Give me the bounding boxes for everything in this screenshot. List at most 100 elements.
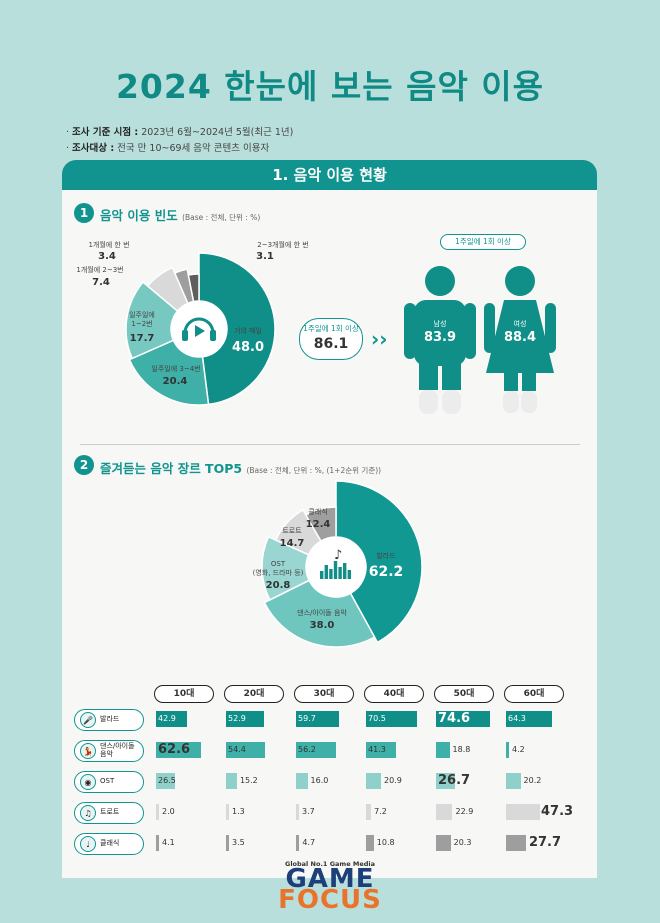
pie2-label-trot: 트로트 bbox=[282, 527, 302, 535]
table-bar bbox=[226, 742, 266, 758]
page-title: 2024 한눈에 보는 음악 이용 bbox=[115, 67, 545, 106]
table-bar bbox=[506, 711, 553, 727]
female-label: 여성 bbox=[513, 320, 527, 328]
gender-summary-badge: 1주일에 1회 이상 bbox=[440, 234, 526, 250]
table-value: 54.4 bbox=[228, 745, 246, 754]
table-value: 20.2 bbox=[523, 776, 542, 785]
column-header: 50대 bbox=[434, 685, 494, 703]
column-header: 60대 bbox=[504, 685, 564, 703]
table-bar bbox=[436, 804, 453, 820]
female-figure-icon bbox=[484, 266, 556, 413]
table-value: 18.8 bbox=[452, 745, 471, 754]
table-value: 16.0 bbox=[310, 776, 329, 785]
microphone-icon: 🎤 bbox=[80, 712, 96, 728]
survey-target: · 조사대상 : 전국 만 10~69세 음악 콘텐츠 이용자 bbox=[66, 143, 270, 154]
table-bar bbox=[156, 835, 159, 851]
table-value: 3.7 bbox=[302, 807, 315, 816]
table-bar bbox=[366, 773, 382, 789]
table-bar bbox=[156, 742, 202, 758]
pie1-value-1-2: 17.7 bbox=[129, 333, 155, 344]
table-value: 7.2 bbox=[374, 807, 387, 816]
ost-disc-icon: ◉ bbox=[80, 774, 96, 790]
pie2-label-ost: OST (영화, 드라마 등) bbox=[252, 560, 304, 577]
table-value: 10.8 bbox=[376, 838, 395, 847]
table-bar bbox=[156, 773, 176, 789]
table-bar bbox=[226, 804, 229, 820]
weekly-summary-value: 86.1 bbox=[313, 336, 349, 352]
pie1-value-2-3-month: 3.1 bbox=[256, 251, 274, 262]
pie1-value-month-2-3: 7.4 bbox=[92, 277, 110, 288]
pie1-label-month-1: 1개월에 한 번 bbox=[88, 241, 130, 249]
table-value: 56.2 bbox=[298, 745, 316, 754]
logo: Global No.1 Game Media GAME FOCUS bbox=[278, 860, 382, 915]
pie2-label-ballad: 발라드 bbox=[376, 552, 396, 560]
table-value: 4.2 bbox=[512, 745, 525, 754]
table-value: 4.7 bbox=[302, 838, 316, 847]
table-bar bbox=[436, 835, 451, 851]
table-bar bbox=[506, 742, 510, 758]
pie1-value-3-4: 20.4 bbox=[162, 376, 188, 387]
row-label: ◉ OST bbox=[74, 771, 144, 793]
table-value: 20.9 bbox=[384, 776, 402, 785]
table-bar bbox=[156, 804, 159, 820]
table-bar bbox=[366, 742, 396, 758]
section-1-title: 음악 이용 빈도 (Base : 전체, 단위 : %) bbox=[100, 208, 261, 223]
section-number-2: 2 bbox=[74, 455, 94, 475]
table-value: 2.0 bbox=[162, 807, 175, 816]
female-value: 88.4 bbox=[503, 330, 537, 345]
row-label-text: OST bbox=[100, 777, 115, 786]
table-bar bbox=[226, 773, 237, 789]
trot-singer-icon: ♫ bbox=[80, 805, 96, 821]
table-value: 20.3 bbox=[453, 838, 472, 847]
column-header: 20대 bbox=[224, 685, 284, 703]
dancer-icon: 💃 bbox=[80, 743, 96, 759]
table-bar bbox=[296, 835, 300, 851]
pie2-value-classic: 12.4 bbox=[305, 519, 331, 530]
column-header: 30대 bbox=[294, 685, 354, 703]
pie2-label-dance: 댄스/아이돌 음악 bbox=[297, 609, 347, 617]
table-bar bbox=[156, 711, 187, 727]
table-value: 74.6 bbox=[438, 711, 471, 726]
pie2-value-ost: 20.8 bbox=[265, 580, 291, 591]
table-bar bbox=[226, 711, 265, 727]
male-value: 83.9 bbox=[423, 330, 457, 345]
table-bar bbox=[296, 711, 339, 727]
pie1-label-1-2: 일주일에 1~2번 bbox=[129, 311, 155, 328]
weekly-summary-label: 1주일에 1회 이상 bbox=[303, 324, 359, 333]
pie2-value-dance: 38.0 bbox=[309, 620, 335, 631]
row-label-text: 발라드 bbox=[100, 715, 120, 724]
row-label: ♫ 트로트 bbox=[74, 802, 144, 824]
section-number-1: 1 bbox=[74, 203, 94, 223]
pie2-value-ballad: 62.2 bbox=[368, 564, 404, 580]
classic-icon: ♩ bbox=[80, 836, 96, 852]
table-value: 47.3 bbox=[541, 804, 574, 819]
pie2-slice-0 bbox=[335, 480, 423, 644]
table-bar bbox=[506, 835, 526, 851]
table-bar bbox=[226, 835, 229, 851]
table-value: 59.7 bbox=[298, 714, 316, 723]
pie1-label-3-4: 일주일에 3~4번 bbox=[151, 365, 201, 373]
table-value: 4.1 bbox=[162, 838, 175, 847]
column-header: 10대 bbox=[154, 685, 214, 703]
row-label: ♩ 클래식 bbox=[74, 833, 144, 855]
table-value: 15.2 bbox=[239, 776, 258, 785]
table-bar bbox=[296, 742, 337, 758]
section-divider bbox=[80, 444, 580, 445]
table-value: 42.9 bbox=[158, 714, 176, 723]
row-label: 🎤 발라드 bbox=[74, 709, 144, 731]
section-header: 1. 음악 이용 현황 bbox=[62, 160, 597, 190]
column-header: 40대 bbox=[364, 685, 424, 703]
table-value: 64.3 bbox=[508, 714, 526, 723]
table-bar bbox=[296, 773, 308, 789]
pie1-label-month-2-3: 1개월에 2~3번 bbox=[76, 266, 124, 274]
pie2-label-classic: 클래식 bbox=[308, 508, 328, 516]
row-label: 💃 댄스/아이돌 음악 bbox=[74, 740, 144, 762]
table-value: 26.7 bbox=[438, 773, 471, 788]
table-bar bbox=[506, 773, 521, 789]
section-2-title: 즐겨듣는 음악 장르 TOP5 (Base : 전체, 단위 : %, (1+2… bbox=[100, 461, 382, 476]
row-label-text: 트로트 bbox=[100, 808, 120, 817]
table-value: 27.7 bbox=[528, 835, 562, 850]
table-bar bbox=[366, 804, 372, 820]
